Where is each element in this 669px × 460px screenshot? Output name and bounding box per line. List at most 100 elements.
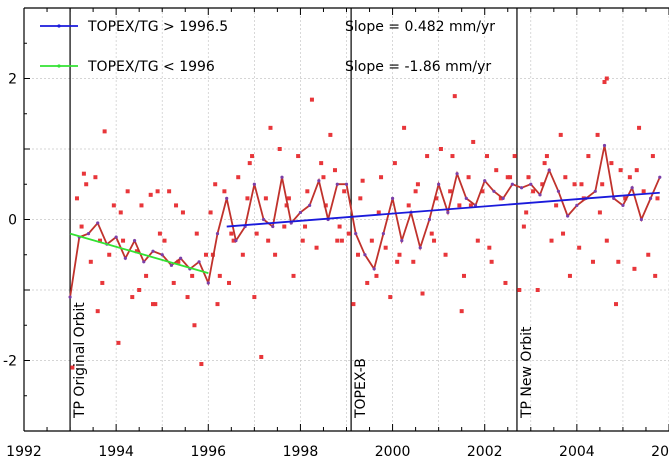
smoothed-point [123, 256, 127, 260]
raw-point [627, 175, 632, 180]
raw-point [503, 280, 508, 285]
raw-point [590, 259, 595, 264]
raw-point [273, 252, 278, 257]
smoothed-point [658, 175, 662, 179]
raw-point [524, 210, 529, 215]
raw-point [369, 238, 374, 243]
raw-point [604, 76, 609, 81]
raw-point [236, 175, 241, 180]
raw-point [374, 273, 379, 278]
smoothed-point [519, 186, 524, 190]
smoothed-point [114, 235, 118, 239]
raw-point [616, 259, 621, 264]
smoothed-point [400, 239, 404, 243]
smoothed-point [151, 249, 155, 253]
raw-point [268, 125, 273, 130]
raw-point [79, 224, 84, 229]
raw-point [314, 245, 319, 250]
smoothed-point [501, 196, 505, 200]
smoothed-point [86, 232, 91, 236]
smoothed-point [390, 196, 395, 200]
smoothed-point [335, 182, 339, 186]
x-tick-label: 1994 [98, 444, 134, 460]
raw-point [457, 203, 462, 208]
smoothed-point [179, 256, 183, 260]
raw-point [595, 132, 600, 137]
raw-point [450, 154, 455, 159]
raw-point [125, 189, 130, 194]
event-label: TP Original Orbit [72, 302, 88, 419]
x-tick-label: 1998 [283, 444, 319, 460]
raw-point [388, 295, 393, 300]
raw-point [148, 192, 153, 197]
legend: TOPEX/TG > 1996.5 Slope = 0.482 mm/yr TOPE… [40, 19, 495, 75]
smoothed-point [446, 210, 450, 215]
raw-points [70, 76, 660, 370]
raw-point [609, 161, 614, 166]
x-tick-label: 2006 [651, 444, 669, 460]
raw-point [95, 309, 100, 314]
raw-point [637, 125, 642, 130]
raw-point [111, 203, 116, 208]
raw-point [485, 154, 490, 159]
raw-point [93, 175, 98, 180]
raw-point [153, 302, 158, 307]
raw-point [653, 273, 658, 278]
legend-marker [57, 64, 61, 68]
raw-point [554, 203, 559, 208]
smoothed-point [169, 263, 174, 267]
raw-point [130, 295, 135, 300]
smoothed-point [363, 253, 367, 257]
raw-point [413, 189, 418, 194]
raw-point [335, 238, 340, 243]
smoothed-point [225, 196, 229, 200]
raw-point [171, 280, 176, 285]
smoothed-point [234, 239, 238, 243]
smoothed-point [344, 182, 349, 186]
raw-point [567, 273, 572, 278]
raw-point [432, 238, 437, 243]
smoothed-point [160, 253, 164, 257]
raw-point [411, 259, 416, 264]
raw-point [155, 189, 160, 194]
raw-point [247, 161, 252, 166]
raw-point [215, 302, 220, 307]
raw-point [461, 273, 466, 278]
raw-point [544, 154, 549, 159]
raw-point [415, 182, 420, 187]
raw-point [323, 203, 328, 208]
x-tick-label: 2000 [375, 444, 411, 460]
raw-point [475, 238, 480, 243]
raw-point [597, 210, 602, 215]
raw-point [508, 175, 513, 180]
raw-point [213, 182, 218, 187]
y-tick-label: -2 [3, 354, 17, 370]
tick-labels: 1992 1994 1996 1998 2000 2002 2004 2006 -2 0 2 [3, 72, 669, 460]
raw-point [517, 288, 522, 292]
legend-label: TOPEX/TG < 1996 [87, 59, 215, 75]
raw-point [291, 273, 296, 278]
raw-point [429, 231, 434, 236]
raw-point [487, 245, 492, 250]
raw-point [540, 182, 545, 187]
raw-point [448, 189, 453, 194]
raw-point [459, 309, 464, 314]
smoothed-point [215, 232, 220, 236]
raw-point [286, 196, 291, 201]
raw-point [116, 340, 121, 345]
raw-point [346, 231, 351, 236]
smoothed-point [639, 217, 643, 222]
smoothed-point [298, 210, 303, 215]
raw-point [542, 161, 547, 166]
raw-point [397, 252, 402, 257]
y-tick-label: 2 [8, 72, 17, 88]
raw-point [395, 259, 400, 264]
raw-point [300, 238, 305, 243]
smoothed-point [464, 196, 468, 200]
raw-point [498, 196, 503, 201]
raw-point [466, 175, 471, 180]
raw-point [185, 295, 190, 300]
raw-point [480, 189, 485, 194]
